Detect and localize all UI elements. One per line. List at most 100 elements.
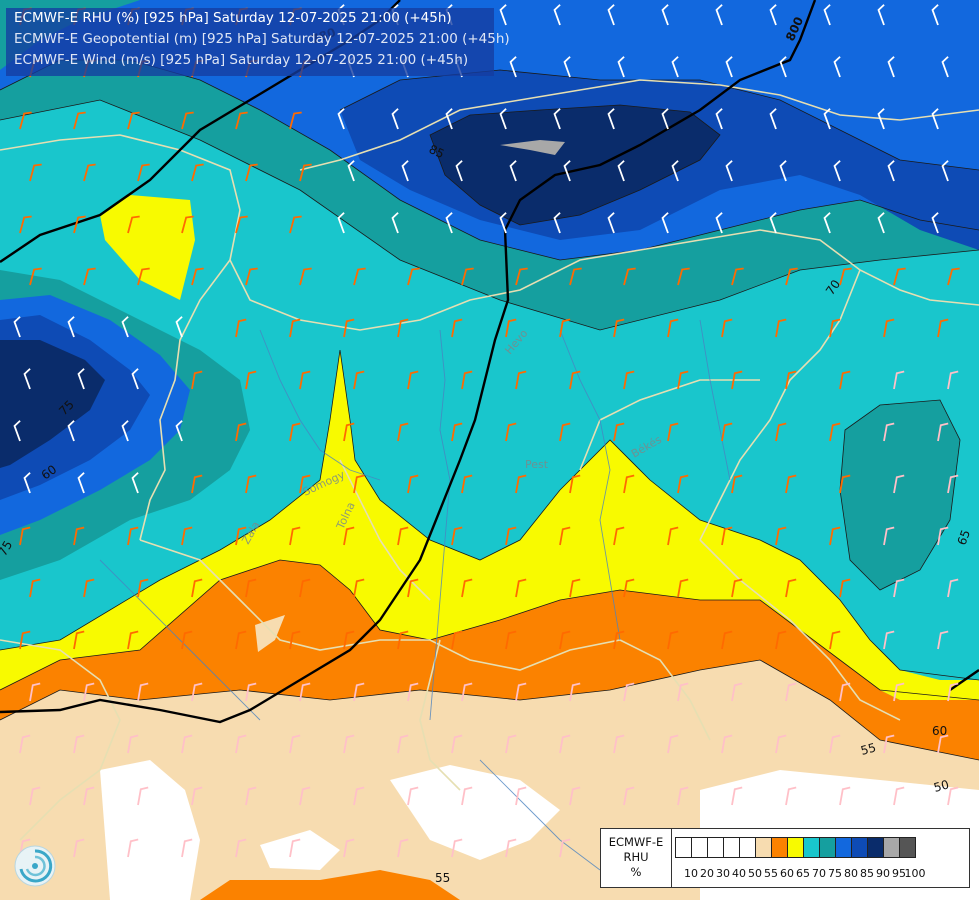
wind-barb [515, 267, 528, 286]
wind-barb [343, 630, 355, 650]
wind-barb [181, 838, 193, 858]
wind-barb [127, 111, 140, 130]
wind-barb [13, 420, 21, 442]
wind-barb [721, 734, 733, 754]
wind-barb [127, 526, 139, 546]
wind-barb [299, 267, 312, 286]
wind-barb [931, 4, 939, 26]
wind-barb [83, 163, 96, 182]
wind-barb [131, 368, 139, 390]
legend-tick-label: 10 [684, 867, 698, 880]
wind-barb [877, 212, 885, 234]
wind-barb [127, 734, 139, 754]
wind-barb [721, 526, 733, 546]
wind-barb [191, 370, 203, 390]
wind-barb [289, 111, 302, 130]
title-wind: ECMWF-E Wind (m/s) [925 hPa] Saturday 12… [14, 52, 469, 68]
wind-barb [451, 526, 463, 546]
wind-barb [877, 108, 885, 130]
contour-label: 55 [859, 740, 877, 757]
wind-barb [121, 316, 129, 338]
legend-tick-label: 30 [716, 867, 730, 880]
wind-barb [613, 734, 625, 754]
wind-barb [181, 215, 194, 234]
wind-barb [623, 474, 635, 494]
wind-barb [839, 682, 851, 702]
wind-barb [245, 786, 257, 806]
wind-barb [731, 370, 743, 390]
wind-barb [19, 526, 31, 546]
legend-divider [671, 829, 672, 887]
wind-barb [73, 215, 86, 234]
wind-barb [353, 370, 365, 390]
wind-barb [505, 630, 517, 650]
wind-barb [883, 526, 895, 546]
legend-tick-label: 20 [700, 867, 714, 880]
wind-barb [401, 160, 409, 182]
wind-barb [941, 160, 949, 182]
wind-barb [299, 682, 311, 702]
wind-barb [775, 318, 787, 338]
wind-barb [451, 630, 463, 650]
wind-barb [937, 422, 949, 442]
wind-barb [73, 734, 85, 754]
legend-caption: ECMWF-E RHU % [601, 835, 671, 880]
wind-barb [769, 212, 777, 234]
wind-barb [127, 838, 139, 858]
legend-tick-label: 50 [748, 867, 762, 880]
wind-barb [947, 370, 959, 390]
wind-barb [353, 474, 365, 494]
wind-barb [499, 212, 507, 234]
rivers [99, 319, 731, 871]
wind-barb [937, 734, 949, 754]
wind-barb [127, 630, 139, 650]
wind-barb [559, 526, 571, 546]
wind-barb [23, 472, 31, 494]
wind-barb [445, 108, 453, 130]
wind-barb [623, 578, 635, 598]
wind-barb [77, 472, 85, 494]
wind-barb [839, 786, 851, 806]
wind-barb [397, 734, 409, 754]
wind-barb [661, 108, 669, 130]
wind-barb [823, 108, 831, 130]
wind-barb [191, 474, 203, 494]
contour-label: 50 [932, 777, 950, 794]
wind-barb [73, 838, 85, 858]
wind-barb [569, 370, 581, 390]
wind-barb [829, 422, 841, 442]
wind-barb [677, 786, 689, 806]
legend-swatch [675, 837, 692, 858]
wind-barb [937, 318, 949, 338]
wind-barb [505, 838, 517, 858]
wind-barb [509, 56, 517, 78]
wind-barb [505, 318, 517, 338]
wind-barb [337, 108, 345, 130]
legend-tick-label: 70 [812, 867, 826, 880]
contour-label: 55 [435, 871, 450, 885]
wind-barb [299, 474, 311, 494]
wind-barb [191, 682, 203, 702]
wind-barb [509, 160, 517, 182]
wind-barb [299, 786, 311, 806]
legend-variable: RHU [623, 850, 649, 864]
wind-barb [191, 267, 204, 286]
wind-barb [407, 786, 419, 806]
wind-barb [559, 318, 571, 338]
wind-barb [175, 316, 183, 338]
wind-barb [553, 212, 561, 234]
wind-barb [19, 734, 31, 754]
wind-barb [785, 786, 797, 806]
contour-label: 60 [932, 724, 947, 738]
wind-barb [937, 526, 949, 546]
wind-barb [353, 786, 365, 806]
legend-swatch [883, 837, 900, 858]
rhu-85-area-north [430, 105, 720, 225]
wind-barb [505, 526, 517, 546]
wind-barb [391, 212, 399, 234]
wind-barb [19, 630, 31, 650]
wind-barb [127, 215, 140, 234]
wind-barb [779, 160, 787, 182]
rhu-below-50-area-1 [100, 760, 200, 900]
